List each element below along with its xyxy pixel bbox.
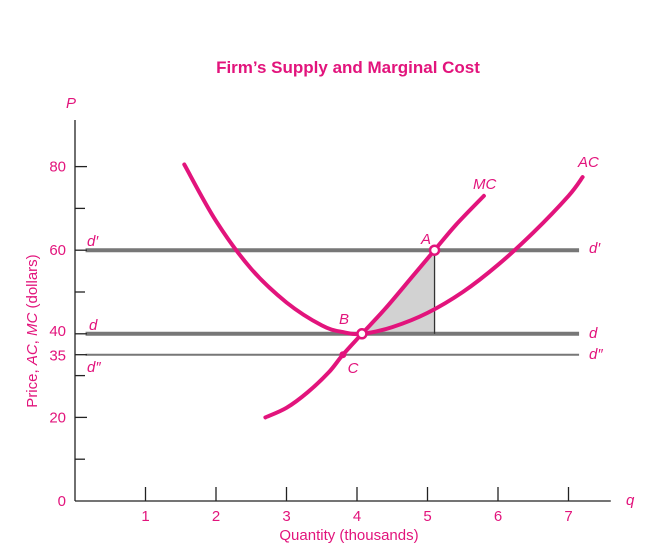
ac-curve-label: AC bbox=[577, 154, 599, 171]
y-tick-label-40: 40 bbox=[49, 323, 66, 340]
line-label-left-d-double-prime: d″ bbox=[87, 359, 101, 376]
curves-layer bbox=[182, 162, 585, 420]
point-label-a: A bbox=[420, 231, 431, 248]
x-tick-label-5: 5 bbox=[423, 508, 431, 525]
demand-lines-layer bbox=[85, 248, 580, 356]
x-axis-symbol: q bbox=[626, 492, 635, 509]
x-tick-label-1: 1 bbox=[141, 508, 149, 525]
y-tick-label-80: 80 bbox=[49, 159, 66, 176]
y-axis-symbol: P bbox=[66, 95, 76, 112]
mc-curve bbox=[263, 193, 486, 420]
x-tick-label-6: 6 bbox=[494, 508, 502, 525]
line-label-right-d: d bbox=[589, 325, 598, 342]
x-tick-label-3: 3 bbox=[282, 508, 290, 525]
y-tick-label-0: 0 bbox=[58, 493, 66, 510]
chart-title: Firm’s Supply and Marginal Cost bbox=[216, 58, 480, 77]
axes-layer: 1 2 3 4 5 6 7 0 20 35 40 60 80 bbox=[49, 120, 611, 525]
points-layer bbox=[339, 244, 441, 359]
mc-curve-label: MC bbox=[473, 176, 496, 193]
point-label-c: C bbox=[348, 360, 359, 377]
line-label-left-d-prime: d′ bbox=[87, 233, 99, 250]
point-a bbox=[428, 244, 441, 256]
line-label-right-d-double-prime: d″ bbox=[589, 346, 603, 363]
line-label-right-d-prime: d′ bbox=[589, 240, 601, 257]
x-axis-label: Quantity (thousands) bbox=[279, 527, 418, 544]
point-b bbox=[356, 328, 368, 340]
y-axis-label: Price, AC, MC (dollars) bbox=[24, 254, 41, 407]
x-tick-label-7: 7 bbox=[564, 508, 572, 525]
y-tick-label-20: 20 bbox=[49, 409, 66, 426]
y-tick-label-35: 35 bbox=[49, 348, 66, 365]
x-tick-label-4: 4 bbox=[353, 508, 361, 525]
line-label-left-d: d bbox=[89, 317, 98, 334]
x-tick-label-2: 2 bbox=[212, 508, 220, 525]
point-label-b: B bbox=[339, 311, 349, 328]
ac-curve bbox=[182, 162, 585, 337]
point-c bbox=[339, 351, 347, 359]
y-tick-label-60: 60 bbox=[49, 242, 66, 259]
